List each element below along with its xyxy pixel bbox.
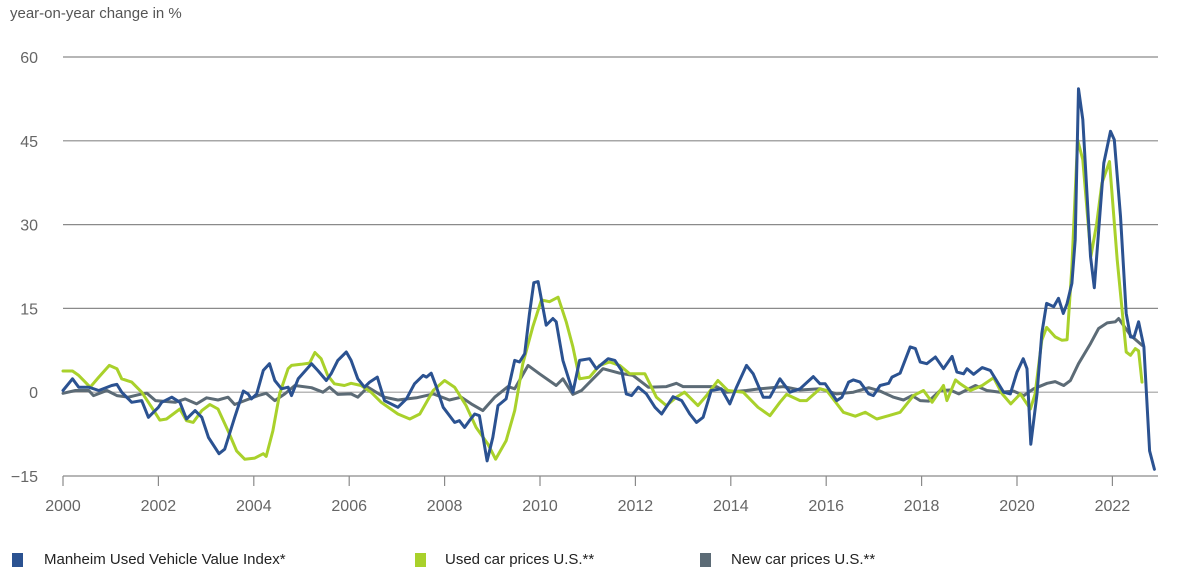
x-tick-label: 2010 [522, 498, 558, 515]
x-tick-label: 2014 [713, 498, 749, 515]
series-line-used-car [61, 138, 1144, 461]
y-tick-label: 15 [20, 301, 38, 318]
series-line-manheim [61, 87, 1156, 471]
legend-label-manheim: Manheim Used Vehicle Value Index* [44, 551, 286, 568]
legend-swatch-manheim [12, 552, 23, 567]
y-axis: −15 0 15 30 45 60 [11, 50, 38, 486]
legend-item-manheim: Manheim Used Vehicle Value Index* [12, 551, 286, 568]
x-tick-label: 2002 [141, 498, 177, 515]
legend-item-used-car: Used car prices U.S.** [415, 551, 594, 568]
x-tick-label: 2012 [618, 498, 654, 515]
x-tick-label: 2000 [45, 498, 81, 515]
gridlines [63, 56, 1158, 393]
y-tick-label: −15 [11, 469, 38, 486]
legend-swatch-used-car [415, 552, 426, 567]
x-tick-label: 2006 [331, 498, 367, 515]
legend-label-new-car: New car prices U.S.** [731, 551, 876, 568]
x-tick-label: 2008 [427, 498, 463, 515]
x-tick-label: 2020 [999, 498, 1035, 515]
y-tick-label: 0 [29, 385, 38, 402]
x-tick-label: 2016 [808, 498, 844, 515]
legend-item-new-car: New car prices U.S.** [700, 551, 875, 568]
series-lines [61, 87, 1156, 471]
x-tick-label: 2018 [904, 498, 940, 515]
y-tick-label: 60 [20, 50, 38, 67]
legend-swatch-new-car [700, 552, 711, 567]
y-tick-label: 30 [20, 218, 38, 235]
x-tick-label: 2004 [236, 498, 272, 515]
x-axis: 2000 2002 2004 2006 2008 2010 2012 2014 2016 2018… [45, 475, 1158, 515]
y-tick-label: 45 [20, 134, 38, 151]
legend-label-used-car: Used car prices U.S.** [445, 551, 595, 568]
y-axis-title: year-on-year change in % [10, 5, 182, 22]
x-tick-label: 2022 [1095, 498, 1131, 515]
